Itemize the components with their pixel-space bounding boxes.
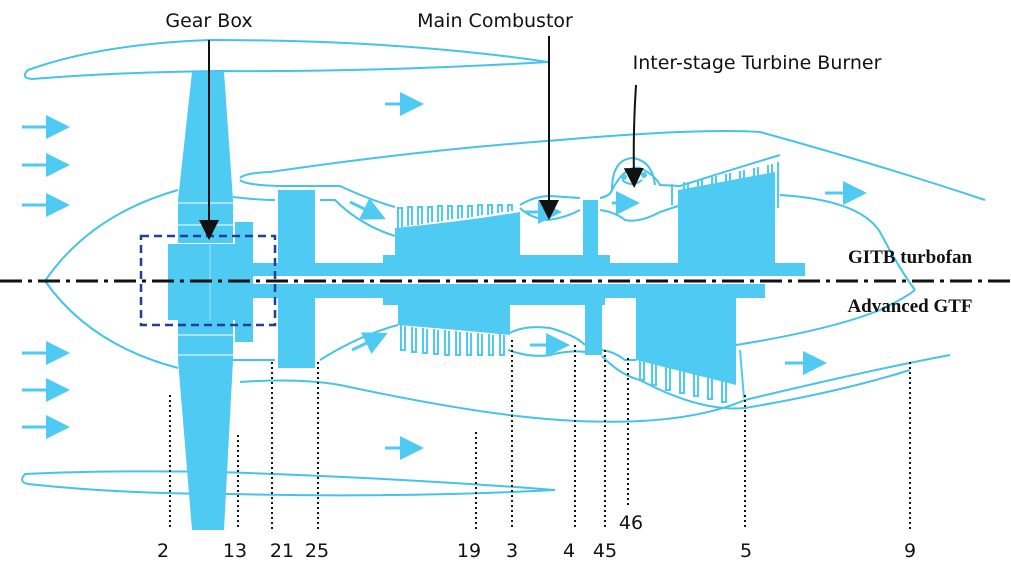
station-45: 45 [593, 540, 617, 562]
station-2: 2 [157, 540, 169, 562]
gear-box-label: Gear Box [165, 10, 252, 32]
itb-burner [611, 156, 656, 191]
lpt-lower [636, 298, 736, 385]
station-5: 5 [740, 540, 752, 562]
fan-blade-lower [178, 320, 233, 530]
upper-shaft [245, 263, 805, 276]
spinner [43, 189, 179, 369]
lower-half-label: Advanced GTF [847, 296, 972, 317]
main-combustor-label: Main Combustor [417, 10, 573, 32]
upper-core-cowl [239, 130, 986, 201]
station-46: 46 [619, 512, 643, 534]
itb-arrow [623, 84, 644, 188]
hpt-lower [585, 305, 602, 355]
hpc-lower [398, 305, 510, 335]
fan-blade-upper [178, 72, 233, 243]
hpc-upper [395, 212, 520, 255]
station-9: 9 [904, 540, 916, 562]
station-25: 25 [305, 540, 329, 562]
station-21: 21 [270, 540, 294, 562]
itb-label: Inter-stage Turbine Burner [633, 52, 882, 74]
upper-half-label: GITB turbofan [848, 247, 972, 268]
lower-shaft [245, 284, 765, 298]
flow-arrows [22, 92, 867, 460]
lower-core-cowl [239, 354, 951, 423]
booster-upper [278, 190, 315, 264]
station-19: 19 [457, 540, 481, 562]
station-lines [169, 340, 911, 530]
station-13: 13 [223, 540, 247, 562]
upper-nacelle [23, 38, 549, 81]
station-4: 4 [563, 540, 575, 562]
hpt-upper [583, 200, 598, 255]
booster-lower [278, 298, 315, 368]
station-3: 3 [506, 540, 518, 562]
